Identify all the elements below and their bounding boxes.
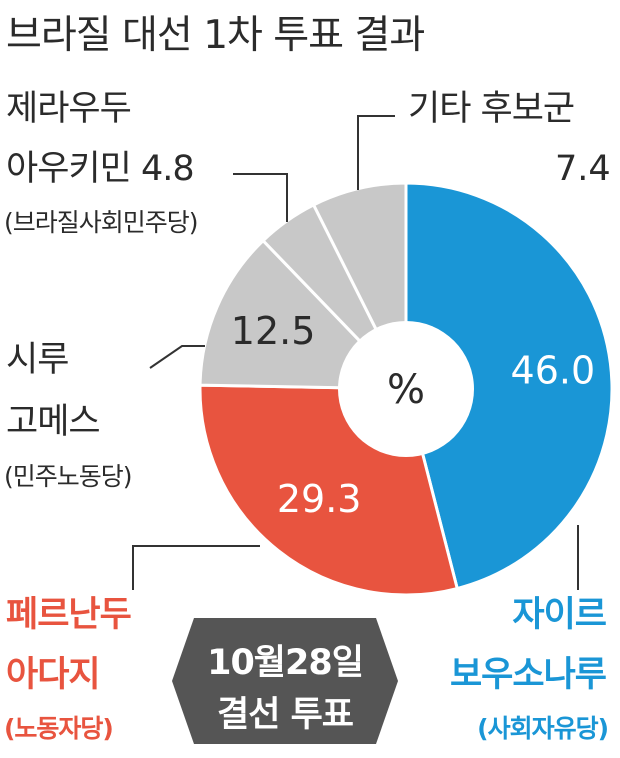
candidate-name-alckmin-1: 제라우두 [6,89,132,129]
pie-slice-bousonaru [404,181,614,591]
leader-line-adaji [132,545,260,590]
runoff-label: 결선 투표 [217,695,354,735]
leader-line-alckmin [233,173,288,222]
leader-lines [132,115,579,590]
donut-hole [338,321,474,457]
candidate-name-alckmin-2-text: 아우키민 [6,149,132,189]
unit-label: % [387,367,425,413]
party-name-gomes: (민주노동당) [4,462,133,491]
candidate-name-adaji-2: 아다지 [6,655,101,695]
slice-value-label-gomes: 12.5 [231,309,316,353]
badge-shape [172,618,398,744]
party-name-alckmin: (브라질사회민주당) [4,208,199,237]
runoff-date: 10월28일 [207,643,364,683]
candidate-name-adaji-1: 페르난두 [6,595,132,635]
leader-line-others [357,115,395,190]
candidate-name-bousonaru-1: 자이르 [512,595,607,635]
party-name-bousonaru: (사회자유당) [477,714,609,743]
chart-title: 브라질 대선 1차 투표 결과 [6,13,425,58]
slice-value-label-adaji: 29.3 [277,477,362,521]
slice-value-label-alckmin: 4.8 [140,149,195,189]
candidate-name-gomes-1: 시루 [6,340,69,380]
candidate-name-bousonaru-2: 보우소나루 [449,655,607,695]
slice-value-label-bousonaru: 46.0 [511,348,596,392]
candidate-name-gomes-2: 고메스 [6,402,101,442]
leader-line-gomes [149,345,205,369]
slice-value-label-others: 7.4 [555,149,611,189]
candidate-name-others: 기타 후보군 [408,89,575,129]
party-name-adaji: (노동자당) [4,714,114,743]
candidate-name-alckmin-2: 아우키민 4.8 [6,149,195,189]
runoff-date-badge: 10월28일 결선 투표 [172,618,398,744]
